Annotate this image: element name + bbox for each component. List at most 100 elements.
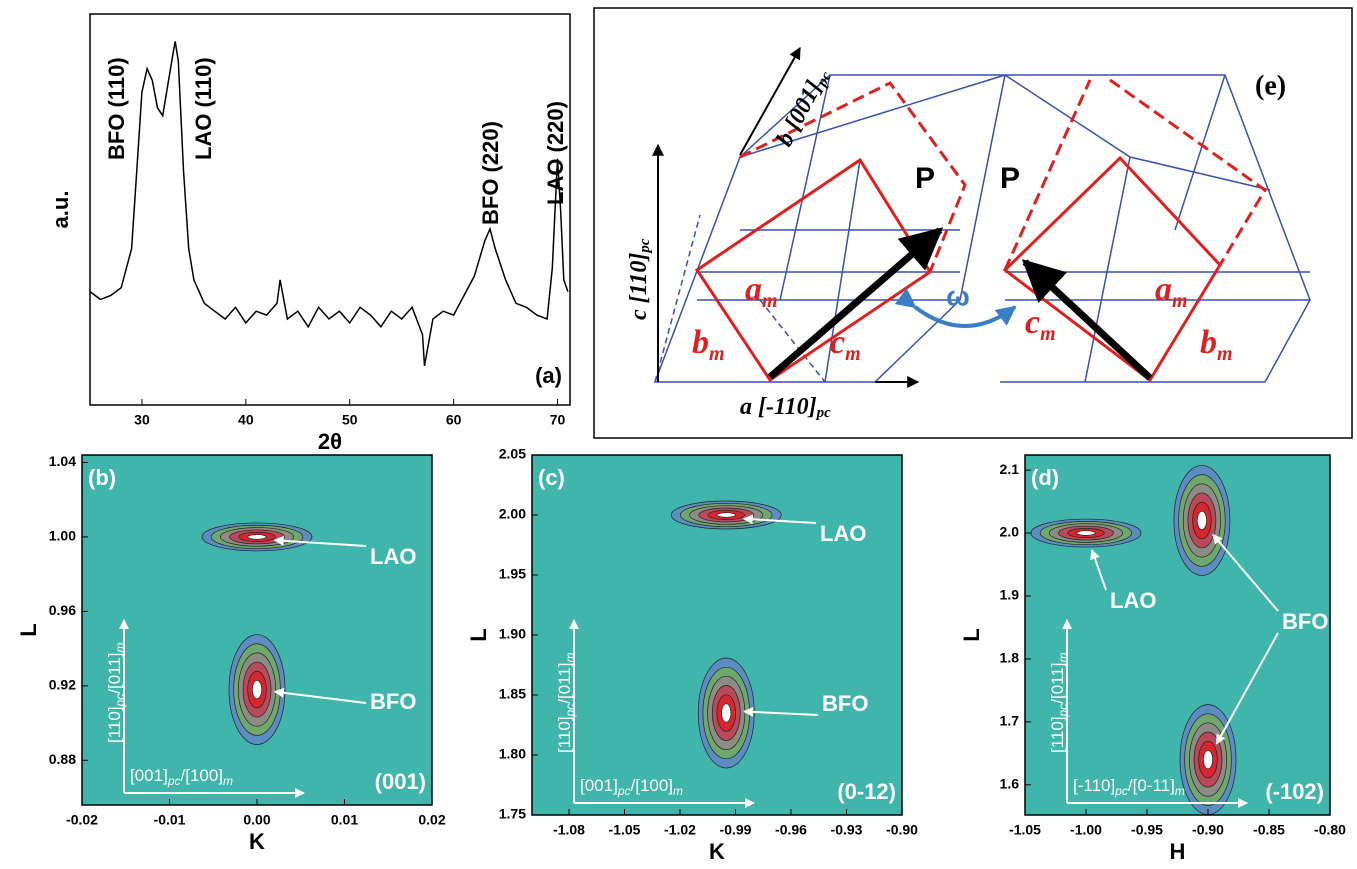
- peak-annotation: LAO: [1110, 588, 1156, 613]
- panel-label: (a): [535, 363, 562, 388]
- angle-label: ω: [946, 280, 970, 311]
- panel-frame: [593, 7, 1353, 439]
- x-axis-label: K: [709, 839, 725, 864]
- x-tick-label: -0.93: [831, 822, 863, 838]
- reflection-label: (001): [375, 769, 426, 794]
- svg-text:bm: bm: [1200, 324, 1233, 365]
- reflection-label: (0-12): [837, 779, 896, 804]
- svg-text:am: am: [745, 271, 778, 312]
- y-tick-label: 1.04: [49, 453, 76, 469]
- intensity-contour: [716, 512, 736, 518]
- svg-text:cm: cm: [1025, 304, 1056, 345]
- x-tick-label: -1.05: [1009, 822, 1041, 838]
- annotation-arrow: [1090, 549, 1107, 591]
- direction-label: [001]pc/[100]m: [130, 766, 233, 788]
- direction-label: [001]pc/[100]m: [580, 776, 683, 798]
- annotation-arrow: [273, 687, 367, 704]
- panel-label: (c): [538, 465, 565, 490]
- x-tick-label: -1.05: [609, 822, 641, 838]
- direction-label-part: /[0-11]: [1128, 776, 1175, 795]
- contour-background: [82, 455, 432, 805]
- cell-labels: am bm cm am bm cm: [692, 271, 1233, 365]
- x-tick-label: -0.95: [1131, 822, 1163, 838]
- svg-text:bm: bm: [692, 324, 725, 365]
- y-tick-label: 0.96: [49, 602, 76, 618]
- direction-label-part: [001]: [130, 766, 168, 785]
- direction-label-part: m: [113, 642, 127, 652]
- chart-panel: -1.08 -1.05 -1.02 -0.99 -0.96 -0.93 -0.90 1.75 1…: [466, 446, 918, 864]
- annotation-arrow: [743, 706, 819, 717]
- y-tick-label: 0.92: [49, 677, 76, 693]
- direction-label-part: pc: [1056, 704, 1070, 718]
- peak-label: BFO (110): [104, 57, 129, 160]
- x-tick-label: 0.02: [418, 812, 445, 828]
- chart-panel: 30 40 50 60 70 2θ a.u. BFO (110) LAO (110) BFO (2…: [48, 13, 571, 454]
- y-tick-label: 1.6: [1000, 775, 1020, 791]
- x-tick-label: -1.08: [553, 822, 585, 838]
- axis-arrow: [739, 46, 801, 156]
- intensity-contour: [1076, 530, 1096, 536]
- x-tick-label: 30: [134, 412, 150, 428]
- peak-annotation: BFO: [1282, 609, 1328, 634]
- direction-label-part: m: [1056, 652, 1070, 662]
- annotation-arrow: [273, 535, 367, 547]
- intensity-contour: [721, 703, 732, 723]
- reflection-label: (-102): [1265, 779, 1324, 804]
- direction-label-part: pc: [113, 694, 127, 708]
- annotation-arrow: [742, 514, 817, 525]
- plot-frame: [1024, 454, 1331, 816]
- peak-annotation: LAO: [820, 521, 866, 546]
- x-tick-label: -0.99: [720, 822, 752, 838]
- x-tick-label: -1.00: [1070, 822, 1102, 838]
- y-tick-label: 1.90: [499, 626, 526, 642]
- y-tick-label: 1.80: [499, 746, 526, 762]
- direction-label: [-110]pc/[0-11]m: [1073, 776, 1185, 798]
- direction-label-part: /[011]: [105, 652, 124, 693]
- chart-panel: -1.05 -1.00 -0.95 -0.90 -0.85 -0.80 1.6 1.7 1.8 1…: [959, 454, 1346, 864]
- y-tick-label: 1.75: [499, 806, 526, 822]
- direction-label-part: m: [223, 774, 233, 788]
- y-axis-label: L: [466, 628, 491, 641]
- polarization-arrow: [767, 227, 944, 380]
- panel-label: (e): [1255, 70, 1286, 101]
- x-tick-label: -0.02: [66, 812, 98, 828]
- y-tick-label: 1.9: [1000, 587, 1020, 603]
- peak-label: LAO (220): [543, 101, 568, 205]
- x-tick-label: -0.96: [775, 822, 807, 838]
- x-tick-label: -0.85: [1253, 822, 1285, 838]
- intensity-contour: [247, 534, 267, 540]
- intensity-contour: [1196, 510, 1207, 530]
- direction-label-part: /[100]: [631, 776, 674, 795]
- x-tick-label: 0.01: [331, 812, 358, 828]
- direction-label-part: m: [673, 784, 683, 798]
- y-tick-label: 1.95: [499, 566, 526, 582]
- direction-label-part: [110]: [555, 716, 574, 753]
- direction-label-part: [001]: [580, 776, 618, 795]
- direction-label-part: [110]: [1048, 716, 1067, 753]
- plot-frame: [89, 13, 571, 406]
- x-tick-label: 50: [342, 412, 358, 428]
- direction-label-part: pc: [167, 774, 181, 788]
- x-tick-label: -0.90: [886, 822, 918, 838]
- x-tick-label: -0.80: [1314, 822, 1346, 838]
- x-tick-label: 0.00: [243, 812, 270, 828]
- y-axis-label: L: [959, 628, 984, 641]
- direction-label: [110]pc/[011]m: [105, 642, 127, 743]
- crystal-diagram: b [001]pc c [110]pc a [-110]pc (e) P P ω…: [593, 7, 1353, 439]
- y-tick-label: 2.00: [499, 506, 526, 522]
- angle-arc: [894, 288, 1017, 328]
- direction-label-part: /[100]: [181, 766, 224, 785]
- y-tick-label: 0.88: [49, 751, 76, 767]
- y-tick-label: 1.00: [49, 528, 76, 544]
- x-tick-label: 70: [550, 412, 566, 428]
- y-tick-label: 1.85: [499, 686, 526, 702]
- direction-label-part: m: [563, 652, 577, 662]
- chart-panel: -0.02 -0.01 0.00 0.01 0.02 0.88 0.92 0.96 1.00 1.…: [16, 453, 446, 854]
- svg-text:am: am: [1155, 271, 1188, 312]
- polarization-arrow: [1021, 259, 1153, 381]
- x-tick-label: -1.02: [664, 822, 696, 838]
- svg-text:cm: cm: [830, 324, 861, 365]
- x-tick-label: 60: [446, 412, 462, 428]
- monoclinic-cells: [694, 78, 1268, 383]
- annotation-arrow: [1215, 632, 1279, 745]
